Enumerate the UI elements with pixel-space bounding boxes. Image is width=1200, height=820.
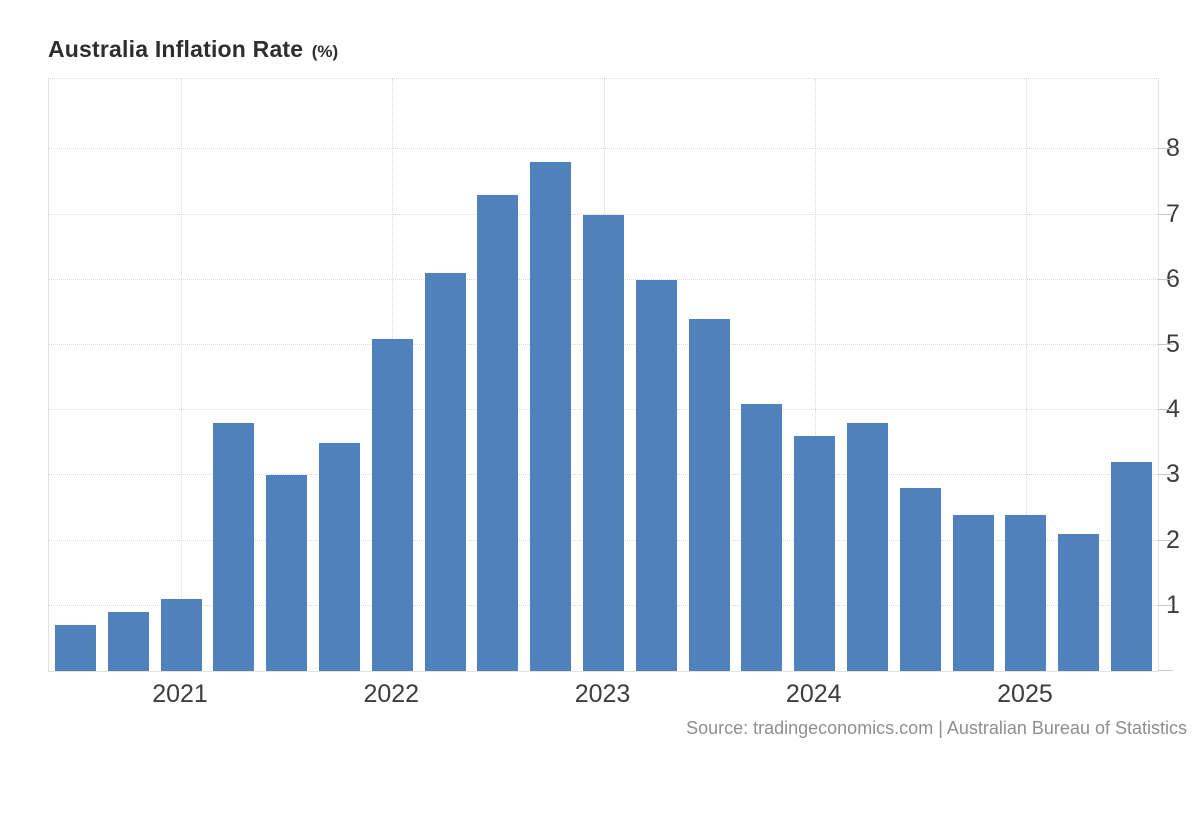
bar-2024-Q1[interactable] — [794, 436, 836, 671]
bar-2023-Q4[interactable] — [741, 403, 783, 671]
bar-2021-Q3[interactable] — [266, 475, 308, 671]
source-attribution: Source: tradingeconomics.com | Australia… — [686, 718, 1187, 738]
bar-2023-Q2[interactable] — [635, 279, 677, 671]
y-tick-mark-7 — [1158, 213, 1173, 215]
y-tick-mark-8 — [1158, 148, 1173, 150]
bar-2024-Q2[interactable] — [847, 423, 889, 671]
x-tick-label-2025: 2025 — [997, 680, 1053, 708]
bar-2021-Q4[interactable] — [318, 442, 360, 671]
x-tick-label-2023: 2023 — [574, 680, 631, 708]
y-tick-mark-3 — [1158, 474, 1173, 476]
chart-title-text: Australia Inflation Rate — [48, 36, 304, 62]
bar-2022-Q4[interactable] — [530, 162, 572, 671]
bar-2021-Q2[interactable] — [213, 423, 255, 671]
bar-2025-Q2[interactable] — [1058, 534, 1100, 671]
bar-2021-Q1[interactable] — [160, 599, 202, 671]
y-tick-mark-5 — [1158, 344, 1173, 345]
x-tick-label-2021: 2021 — [152, 680, 208, 708]
gridline-x-2021 — [181, 79, 183, 671]
bar-2022-Q2[interactable] — [424, 273, 466, 671]
bar-2025-Q1[interactable] — [1005, 514, 1047, 671]
gridline-x-2024 — [814, 79, 816, 671]
x-tick-label-2022: 2022 — [363, 680, 420, 708]
x-tick-label-2024: 2024 — [785, 680, 842, 708]
bar-2024-Q3[interactable] — [899, 488, 941, 671]
y-tick-mark-0 — [1158, 670, 1173, 671]
bar-2022-Q3[interactable] — [477, 195, 519, 671]
y-tick-mark-6 — [1158, 278, 1173, 280]
bar-2023-Q3[interactable] — [688, 318, 730, 671]
plot-area — [48, 78, 1159, 672]
y-tick-mark-2 — [1158, 539, 1173, 541]
y-tick-mark-4 — [1158, 409, 1173, 411]
bar-2020-Q4[interactable] — [107, 612, 149, 671]
gridline-x-2025 — [1025, 79, 1027, 671]
bar-2024-Q4[interactable] — [952, 514, 994, 671]
bar-2020-Q3[interactable] — [54, 625, 96, 671]
y-tick-mark-1 — [1158, 604, 1173, 606]
chart-title: Australia Inflation Rate (%) — [48, 36, 338, 63]
bar-2025-Q3[interactable] — [1111, 462, 1153, 671]
bar-2022-Q1[interactable] — [371, 338, 413, 671]
chart-title-unit: (%) — [311, 42, 339, 61]
bar-2023-Q1[interactable] — [583, 214, 624, 671]
